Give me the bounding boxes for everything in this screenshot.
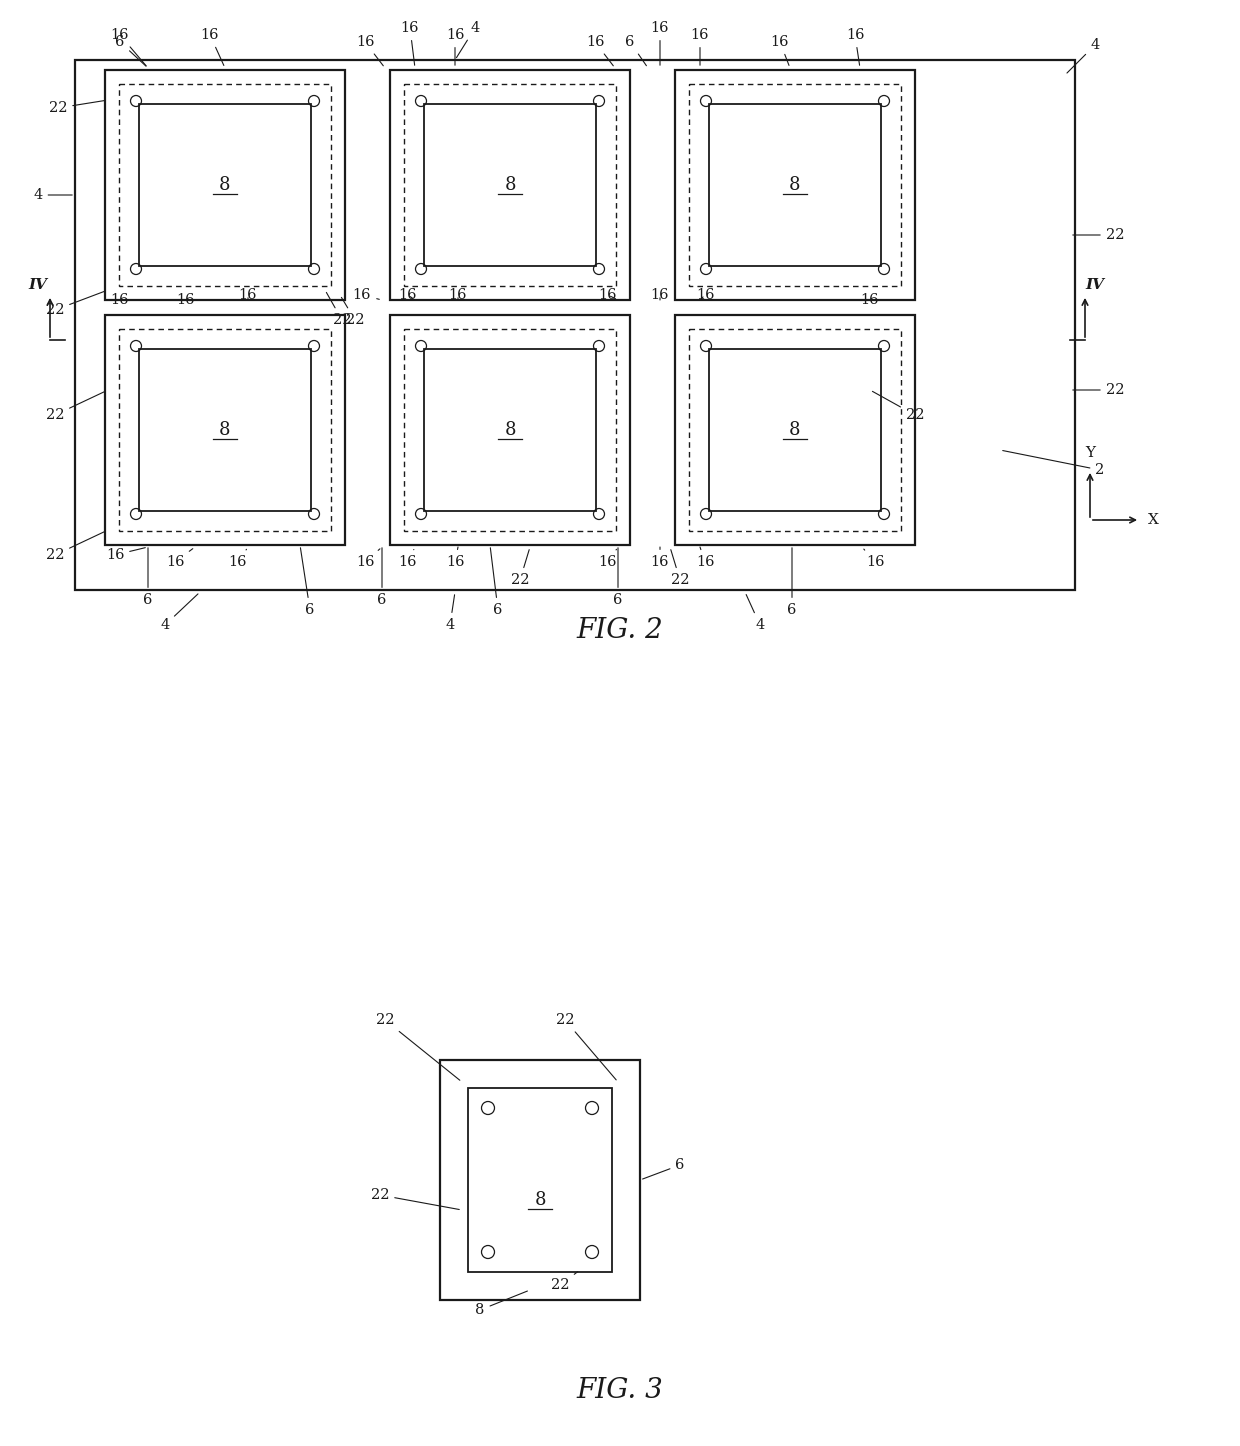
Text: IV: IV <box>29 278 47 292</box>
Text: 6: 6 <box>144 548 153 607</box>
Text: 22: 22 <box>326 292 351 327</box>
Text: 16: 16 <box>599 288 618 302</box>
Text: 4: 4 <box>33 188 72 202</box>
Bar <box>440 1060 640 1300</box>
Text: 4: 4 <box>445 594 455 632</box>
Text: 8: 8 <box>534 1192 546 1209</box>
Text: 4: 4 <box>456 22 480 58</box>
Text: 16: 16 <box>585 35 614 67</box>
Text: 16: 16 <box>399 288 417 302</box>
Bar <box>424 104 596 266</box>
Bar <box>105 315 345 545</box>
Text: 8: 8 <box>219 421 231 440</box>
Text: 16: 16 <box>176 294 195 307</box>
Text: 16: 16 <box>105 548 145 562</box>
Text: 6: 6 <box>614 548 622 607</box>
Text: 16: 16 <box>651 22 670 65</box>
Text: 16: 16 <box>352 288 379 302</box>
Text: 22: 22 <box>371 1189 459 1209</box>
Bar <box>391 315 630 545</box>
Text: 8: 8 <box>475 1291 527 1317</box>
Bar <box>709 348 880 510</box>
Text: 6: 6 <box>377 548 387 607</box>
Bar <box>675 315 915 545</box>
Bar <box>119 84 331 286</box>
Bar <box>391 69 630 299</box>
Text: 22: 22 <box>556 1014 616 1080</box>
Text: 22: 22 <box>873 392 924 422</box>
Bar <box>74 59 1075 590</box>
Text: 16: 16 <box>239 288 257 302</box>
Text: FIG. 3: FIG. 3 <box>577 1377 663 1404</box>
Text: 16: 16 <box>445 547 464 568</box>
Text: 16: 16 <box>110 294 145 307</box>
Text: 16: 16 <box>399 549 417 568</box>
Bar <box>689 84 901 286</box>
Text: 6: 6 <box>490 548 502 617</box>
Text: 8: 8 <box>219 176 231 194</box>
Text: 16: 16 <box>449 288 467 302</box>
Text: 16: 16 <box>110 27 146 67</box>
Text: 22: 22 <box>46 531 105 562</box>
Text: 6: 6 <box>642 1158 684 1178</box>
Text: 16: 16 <box>846 27 864 65</box>
Text: 8: 8 <box>505 421 516 440</box>
Text: 4: 4 <box>1066 38 1100 74</box>
Text: 22: 22 <box>46 392 105 422</box>
Text: 4: 4 <box>746 594 765 632</box>
Text: 22: 22 <box>1073 228 1125 241</box>
Text: 6: 6 <box>787 548 796 617</box>
Text: 16: 16 <box>401 22 419 65</box>
Text: 22: 22 <box>376 1014 460 1080</box>
Text: FIG. 2: FIG. 2 <box>577 616 663 643</box>
Text: 2: 2 <box>1003 451 1105 477</box>
Text: 22: 22 <box>511 549 529 587</box>
Bar <box>709 104 880 266</box>
Bar <box>105 69 345 299</box>
Text: 16: 16 <box>864 549 884 568</box>
Text: 16: 16 <box>691 27 709 65</box>
Text: Y: Y <box>1085 445 1095 460</box>
Text: 22: 22 <box>341 298 365 327</box>
Text: 16: 16 <box>201 27 224 65</box>
Bar <box>119 330 331 531</box>
Text: 22: 22 <box>46 291 105 317</box>
Bar <box>139 104 311 266</box>
Bar <box>139 348 311 510</box>
Text: 16: 16 <box>651 547 670 568</box>
Text: 16: 16 <box>861 294 879 307</box>
Text: 6: 6 <box>625 35 646 65</box>
Text: 16: 16 <box>166 548 192 568</box>
Text: 22: 22 <box>551 1271 578 1291</box>
Text: 6: 6 <box>115 35 146 67</box>
Text: 16: 16 <box>599 549 618 568</box>
Text: 16: 16 <box>445 27 464 65</box>
Text: X: X <box>1148 513 1159 526</box>
Bar <box>404 330 616 531</box>
Text: 16: 16 <box>228 549 247 568</box>
Text: 4: 4 <box>160 594 198 632</box>
Bar <box>675 69 915 299</box>
Text: 16: 16 <box>356 549 379 568</box>
Text: 22: 22 <box>48 100 105 116</box>
Text: IV: IV <box>1085 278 1105 292</box>
Text: 16: 16 <box>651 288 670 302</box>
Text: 6: 6 <box>300 548 315 617</box>
Text: 8: 8 <box>789 176 801 194</box>
Text: 16: 16 <box>696 547 714 568</box>
Text: 8: 8 <box>789 421 801 440</box>
Bar <box>404 84 616 286</box>
Text: 8: 8 <box>505 176 516 194</box>
Text: 22: 22 <box>671 549 689 587</box>
Text: 16: 16 <box>356 35 383 67</box>
Bar <box>424 348 596 510</box>
Text: 16: 16 <box>771 35 789 65</box>
Bar <box>689 330 901 531</box>
Text: 16: 16 <box>696 288 714 302</box>
Bar <box>467 1087 613 1272</box>
Text: 22: 22 <box>1073 383 1125 398</box>
